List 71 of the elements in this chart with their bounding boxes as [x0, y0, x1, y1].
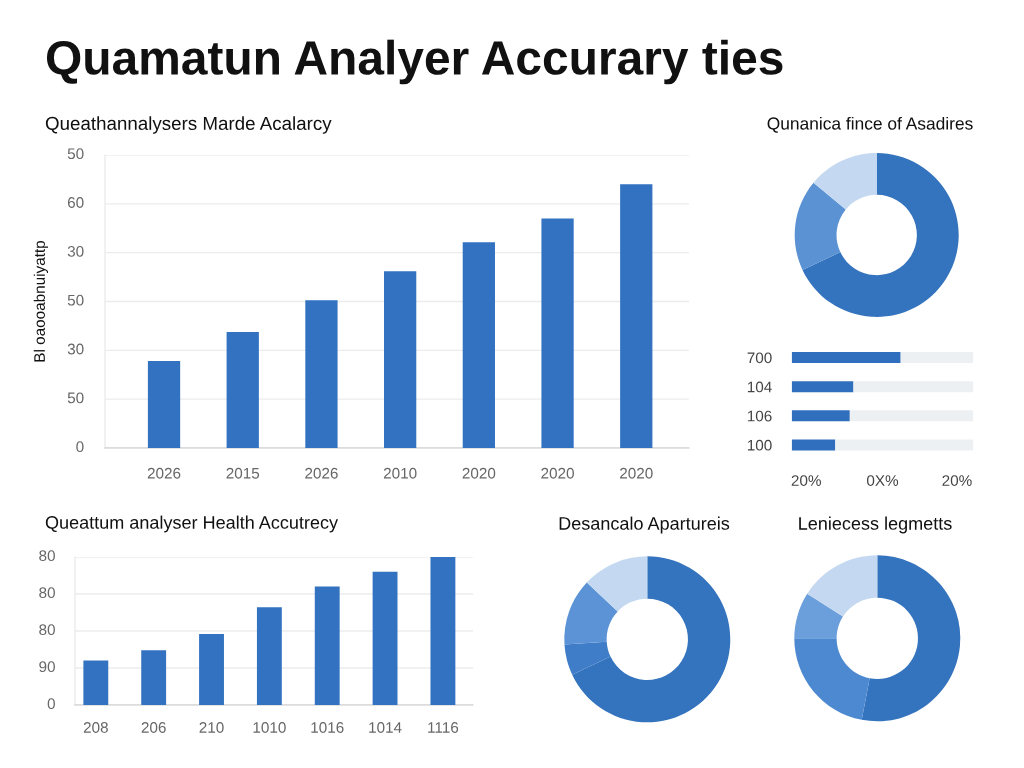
text: 60	[67, 197, 84, 208]
bar	[199, 633, 224, 705]
x-tick-label: 208	[83, 722, 108, 733]
x-tick-label: 1116	[428, 722, 459, 733]
donut-slice	[794, 593, 843, 639]
bar	[791, 410, 850, 422]
x-tick-label: 2010	[383, 467, 417, 479]
x-tick-label: 2026	[305, 467, 338, 479]
chart-title: Qunanica fince of Asadires	[767, 116, 973, 133]
donut-slice	[802, 153, 959, 317]
x-tick-label: 2015	[226, 467, 260, 479]
x-tick-label: 2020	[462, 467, 496, 479]
x-tick-label: 2026	[147, 467, 181, 479]
bar	[900, 352, 974, 364]
text: 80	[39, 550, 55, 562]
bar	[541, 218, 574, 448]
x-tick-label: 2020	[541, 467, 574, 479]
chart-title: Desancalo Apartureis	[559, 516, 730, 534]
x-tick-label: 1016	[311, 722, 344, 733]
text: 30	[67, 343, 84, 355]
text: Quamatun Analyer Accurary ties	[46, 39, 783, 85]
donut-slice	[564, 582, 618, 645]
donut-slice	[794, 638, 870, 720]
bar	[384, 271, 417, 448]
x-tick-label: 1014	[369, 722, 402, 733]
donut-slice	[807, 555, 878, 617]
y-tick-label: 100	[747, 439, 772, 451]
bar	[314, 586, 340, 705]
text: 80	[39, 587, 55, 599]
bar	[256, 607, 282, 705]
x-tick-label: 1010	[253, 722, 286, 733]
text: 0	[76, 441, 84, 453]
x-tick-label: 2020	[620, 467, 653, 479]
text: 80	[39, 624, 55, 636]
text: 0X%	[866, 475, 899, 486]
text: 50	[67, 392, 84, 404]
text: 90	[39, 661, 55, 673]
bar	[620, 184, 653, 448]
y-axis-title: Bl oaooabnuiyattp	[33, 240, 48, 362]
bar	[372, 571, 398, 705]
text: 20%	[791, 475, 821, 486]
bar	[462, 242, 495, 448]
donut-slice	[794, 182, 846, 270]
bar	[141, 650, 167, 705]
x-tick-label: 206	[141, 722, 166, 733]
chart-title: Queathannalysers Marde Acalarcy	[45, 116, 332, 134]
donut-slice	[586, 556, 648, 612]
text: 50	[67, 148, 84, 160]
bar	[853, 381, 974, 393]
text: 0	[47, 698, 55, 710]
chart-title: Leniecess legmetts	[799, 516, 952, 534]
bar	[305, 300, 338, 448]
y-tick-label: 700	[747, 352, 772, 364]
bar	[791, 439, 836, 451]
bar	[835, 439, 974, 451]
bar	[849, 410, 974, 422]
text: 20%	[942, 475, 972, 486]
bar	[791, 381, 854, 393]
y-tick-label: 104	[747, 381, 772, 393]
bar	[791, 352, 901, 364]
bar	[226, 331, 259, 448]
y-tick-label: 106	[747, 410, 772, 422]
chart-title: Queattum analyser Health Accutrecy	[45, 515, 339, 533]
x-tick-label: 210	[199, 722, 224, 733]
donut-slice	[861, 555, 961, 722]
text: 30	[67, 245, 84, 257]
bar	[147, 360, 181, 448]
donut-slice	[813, 153, 877, 210]
bar	[83, 660, 109, 705]
text: 50	[67, 294, 84, 306]
bar	[430, 557, 456, 705]
